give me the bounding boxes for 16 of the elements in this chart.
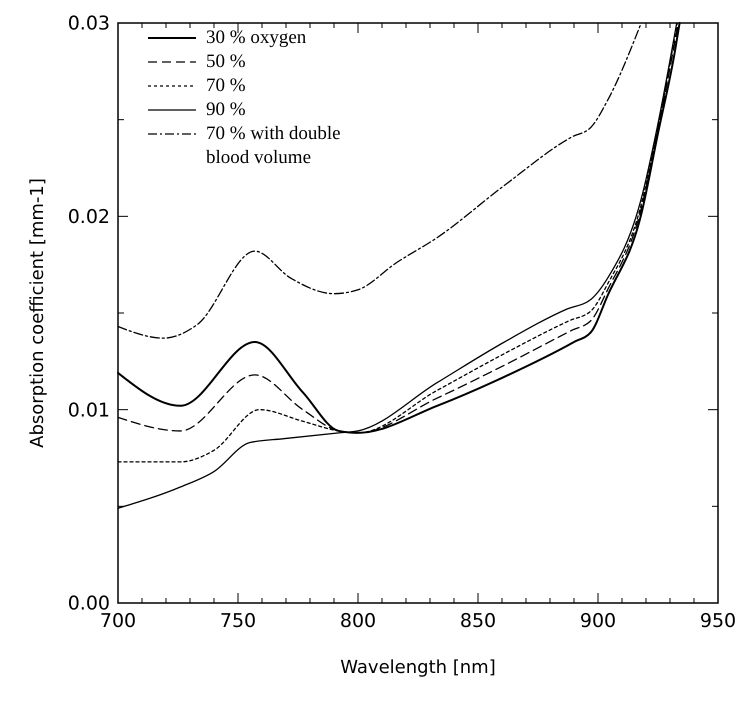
x-tick-label: 800 — [340, 610, 376, 632]
y-tick-label: 0.01 — [68, 399, 110, 422]
x-tick-label: 900 — [580, 610, 616, 632]
x-tick-label: 850 — [460, 610, 496, 632]
x-tick-label: 700 — [100, 610, 136, 632]
y-tick-label: 0.02 — [68, 206, 110, 228]
x-tick-label: 950 — [700, 610, 736, 632]
legend-label: 70 % with double blood volume — [206, 123, 341, 168]
y-tick-label: 0.03 — [68, 12, 110, 35]
legend-label: 30 % oxygen — [206, 27, 307, 48]
y-axis-title: Absorption coefficient [mm-1] — [27, 178, 48, 448]
x-tick-label: 750 — [220, 610, 256, 632]
x-axis-title: Wavelength [nm] — [340, 657, 496, 678]
legend-label: 70 % — [206, 75, 246, 96]
legend-label: 90 % — [206, 99, 246, 120]
legend-label: 50 % — [206, 51, 246, 72]
